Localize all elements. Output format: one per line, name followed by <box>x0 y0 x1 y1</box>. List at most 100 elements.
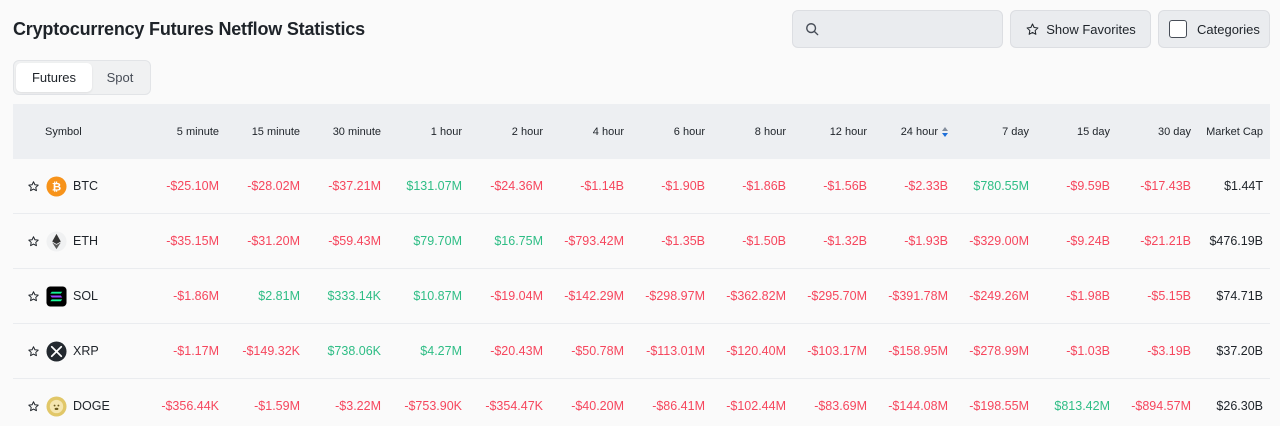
netflow-value: -$3.19B <box>1147 344 1191 358</box>
netflow-value: -$1.35B <box>661 234 705 248</box>
netflow-value: -$86.41M <box>652 399 705 413</box>
table-row[interactable]: ₿ BTC -$25.10M -$28.02M -$37.21M $131.07M -$24… <box>13 159 1270 214</box>
netflow-value: -$1.56B <box>823 179 867 193</box>
netflow-value: -$113.01M <box>646 344 705 358</box>
favorite-star-icon[interactable] <box>27 400 40 413</box>
search-icon <box>806 23 819 36</box>
netflow-value: -$31.20M <box>247 234 300 248</box>
favorite-star-icon[interactable] <box>27 235 40 248</box>
netflow-value: -$17.43B <box>1140 179 1191 193</box>
netflow-value: -$103.17M <box>807 344 867 358</box>
netflow-value: $16.75M <box>494 234 543 248</box>
header-4h[interactable]: 4 hour <box>592 125 624 138</box>
favorite-star-icon[interactable] <box>27 345 40 358</box>
netflow-value: -$40.20M <box>571 399 624 413</box>
netflow-value: -$1.90B <box>661 179 705 193</box>
table-row[interactable]: ETH -$35.15M -$31.20M -$59.43M $79.70M $16.75… <box>13 214 1270 269</box>
header-5m[interactable]: 5 minute <box>176 125 219 138</box>
netflow-value: -$142.29M <box>564 289 624 303</box>
header-2h[interactable]: 2 hour <box>511 125 543 138</box>
netflow-value: -$35.15M <box>166 234 219 248</box>
header-8h[interactable]: 8 hour <box>754 125 786 138</box>
netflow-value: -$102.44M <box>726 399 786 413</box>
table-row[interactable]: SOL -$1.86M $2.81M $333.14K $10.87M -$19.04M -… <box>13 269 1270 324</box>
netflow-value: -$354.47K <box>485 399 543 413</box>
sort-icon <box>942 126 948 137</box>
header-market-cap[interactable]: Market Cap <box>1206 125 1263 138</box>
show-favorites-label: Show Favorites <box>1046 21 1136 37</box>
netflow-value: -$329.00M <box>969 234 1029 248</box>
netflow-value: $4.27M <box>420 344 462 358</box>
netflow-value: -$21.21B <box>1140 234 1191 248</box>
netflow-value: -$198.55M <box>969 399 1029 413</box>
netflow-value: -$5.15B <box>1147 289 1191 303</box>
favorite-star-icon[interactable] <box>27 180 40 193</box>
show-favorites-button[interactable]: Show Favorites <box>1010 10 1151 48</box>
netflow-value: -$158.95M <box>888 344 948 358</box>
table-row[interactable]: DOGE -$356.44K -$1.59M -$3.22M -$753.90K -$35… <box>13 379 1270 426</box>
search-input[interactable] <box>827 11 997 47</box>
netflow-value: -$37.21M <box>328 179 381 193</box>
market-cap-value: $1.44T <box>1224 179 1263 193</box>
netflow-value: -$9.59B <box>1066 179 1110 193</box>
netflow-value: -$362.82M <box>726 289 786 303</box>
market-cap-value: $26.30B <box>1216 399 1263 413</box>
netflow-value: -$298.97M <box>645 289 705 303</box>
search-box[interactable] <box>792 10 1003 48</box>
netflow-value: -$894.57M <box>1131 399 1191 413</box>
netflow-value: -$144.08M <box>888 399 948 413</box>
tab-futures[interactable]: Futures <box>16 63 92 92</box>
netflow-value: $738.06K <box>327 344 381 358</box>
netflow-value: $79.70M <box>413 234 462 248</box>
symbol-label: DOGE <box>73 399 110 413</box>
header-15d[interactable]: 15 day <box>1076 125 1110 138</box>
symbol-label: SOL <box>73 289 99 303</box>
netflow-value: -$1.86B <box>742 179 786 193</box>
table-row[interactable]: XRP -$1.17M -$149.32K $738.06K $4.27M -$20.43… <box>13 324 1270 379</box>
categories-checkbox[interactable] <box>1169 20 1187 38</box>
categories-button[interactable]: Categories <box>1158 10 1270 48</box>
netflow-value: -$19.04M <box>490 289 543 303</box>
netflow-value: -$59.43M <box>328 234 381 248</box>
solana-icon <box>46 285 67 307</box>
netflow-value: -$28.02M <box>247 179 300 193</box>
market-cap-value: $37.20B <box>1216 344 1263 358</box>
netflow-value: $333.14K <box>327 289 381 303</box>
market-type-tabs: Futures Spot <box>13 60 151 95</box>
netflow-value: $2.81M <box>258 289 300 303</box>
page-title: Cryptocurrency Futures Netflow Statistic… <box>13 19 365 39</box>
symbol-cell: XRP <box>13 340 138 362</box>
netflow-value: -$1.93B <box>904 234 948 248</box>
header-30m[interactable]: 30 minute <box>332 125 381 138</box>
netflow-value: $780.55M <box>973 179 1029 193</box>
header-24h[interactable]: 24 hour <box>867 126 948 138</box>
header-7d[interactable]: 7 day <box>1002 125 1029 138</box>
netflow-value: -$1.32B <box>823 234 867 248</box>
netflow-value: -$50.78M <box>571 344 624 358</box>
netflow-value: -$1.59M <box>254 399 300 413</box>
header-30d[interactable]: 30 day <box>1157 125 1191 138</box>
bitcoin-icon: ₿ <box>46 175 67 197</box>
symbol-label: BTC <box>73 179 98 193</box>
tab-spot[interactable]: Spot <box>106 70 134 85</box>
svg-text:₿: ₿ <box>52 181 61 193</box>
netflow-value: -$793.42M <box>564 234 624 248</box>
table-body: ₿ BTC -$25.10M -$28.02M -$37.21M $131.07M -$24… <box>13 159 1270 426</box>
netflow-value: -$1.98B <box>1066 289 1110 303</box>
table-header: Symbol 5 minute 15 minute 30 minute 1 ho… <box>13 104 1270 159</box>
header-12h[interactable]: 12 hour <box>829 125 867 138</box>
netflow-value: -$1.86M <box>173 289 219 303</box>
symbol-label: XRP <box>73 344 99 358</box>
market-cap-value: $74.71B <box>1216 289 1263 303</box>
netflow-value: -$249.26M <box>969 289 1029 303</box>
netflow-value: -$120.40M <box>726 344 786 358</box>
netflow-value: -$2.33B <box>904 179 948 193</box>
netflow-value: -$9.24B <box>1066 234 1110 248</box>
header-symbol[interactable]: Symbol <box>45 125 82 138</box>
header-1h[interactable]: 1 hour <box>430 125 462 138</box>
header-6h[interactable]: 6 hour <box>673 125 705 138</box>
header-15m[interactable]: 15 minute <box>251 125 300 138</box>
netflow-value: -$295.70M <box>807 289 867 303</box>
favorite-star-icon[interactable] <box>27 290 40 303</box>
xrp-icon <box>46 340 67 362</box>
